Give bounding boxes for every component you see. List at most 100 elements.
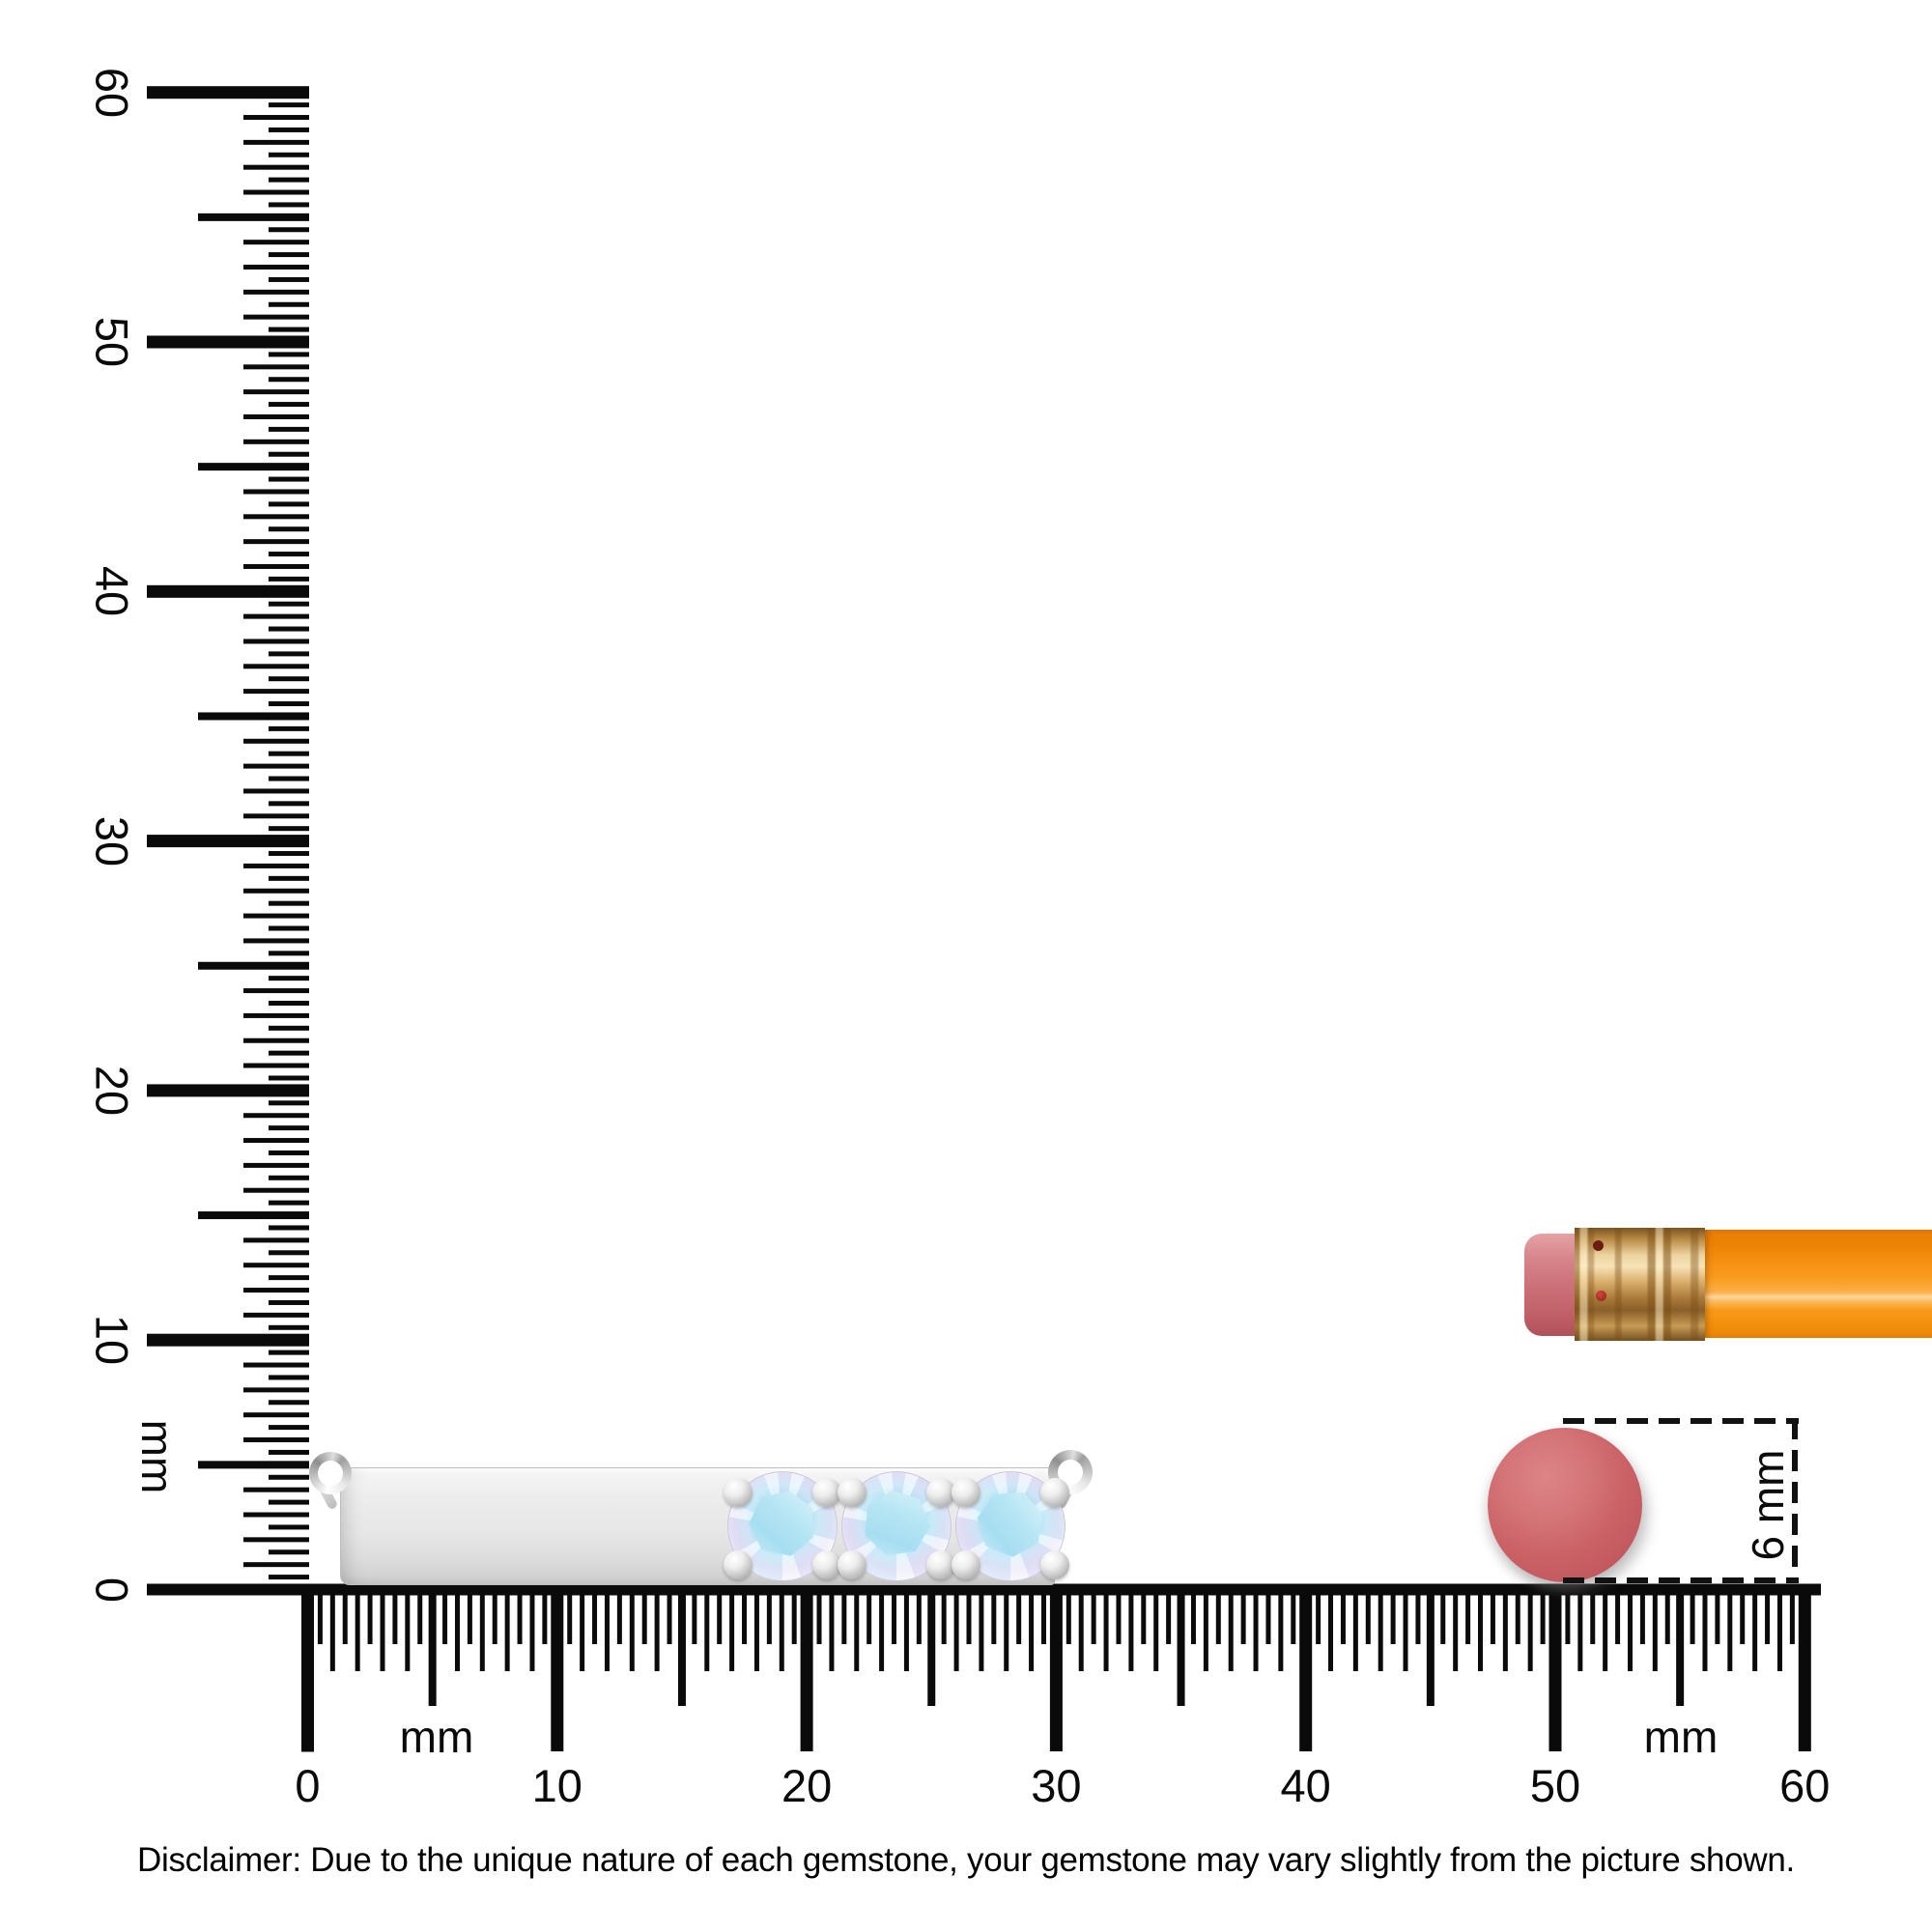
ruler-tick — [269, 1125, 309, 1131]
ruler-tick — [243, 788, 309, 794]
pendant-left-loop-hole — [318, 1461, 343, 1486]
ruler-tick — [1548, 1594, 1562, 1751]
ruler-tick — [1798, 1594, 1811, 1751]
ruler-tick — [269, 776, 309, 781]
ruler-tick — [269, 1050, 309, 1056]
ruler-tick — [1765, 1594, 1771, 1644]
v-ruler-label-40: 40 — [86, 566, 138, 617]
ruler-tick — [953, 1594, 959, 1671]
ruler-tick — [1278, 1594, 1284, 1671]
ruler-tick — [243, 1113, 309, 1119]
h-ruler-label-20: 20 — [781, 1760, 833, 1811]
v-ruler-label-30: 30 — [86, 815, 138, 867]
ruler-tick — [243, 938, 309, 944]
ruler-tick — [147, 584, 309, 598]
ruler-tick — [800, 1594, 813, 1751]
ruler-tick — [380, 1594, 385, 1671]
ruler-tick — [317, 1594, 323, 1644]
ruler-tick — [269, 276, 309, 282]
ruler-tick — [243, 539, 309, 545]
ruler-tick — [517, 1594, 523, 1644]
pencil-eraser — [1524, 1234, 1578, 1336]
ruler-tick — [243, 1362, 309, 1368]
ruler-tick — [641, 1594, 647, 1644]
gem-prong — [812, 1478, 841, 1507]
ruler-tick — [269, 851, 309, 857]
ruler-tick — [442, 1594, 448, 1644]
ruler-tick — [269, 1275, 309, 1281]
gem-prong — [838, 1550, 867, 1579]
ruler-tick — [1265, 1594, 1271, 1644]
measure-dash-top — [1563, 1418, 1799, 1424]
ruler-tick — [243, 389, 309, 395]
ruler-tick — [1740, 1594, 1746, 1644]
gem-prong — [1040, 1478, 1069, 1507]
ruler-tick — [966, 1594, 972, 1644]
ruler-tick — [269, 252, 309, 258]
ruler-tick — [243, 664, 309, 669]
ruler-tick — [580, 1594, 585, 1671]
eraser-top-circle — [1488, 1428, 1642, 1582]
ruler-tick — [492, 1594, 497, 1644]
ruler-tick — [243, 489, 309, 495]
ruler-tick — [1540, 1594, 1546, 1644]
ruler-tick — [1153, 1594, 1159, 1671]
ruler-tick — [243, 1162, 309, 1168]
ruler-tick — [243, 164, 309, 170]
h-ruler-label-10: 10 — [531, 1760, 582, 1811]
ruler-tick — [1527, 1594, 1533, 1671]
ruler-tick — [1091, 1594, 1096, 1644]
ruler-tick — [829, 1594, 835, 1671]
ruler-tick — [269, 751, 309, 756]
ruler-tick — [269, 327, 309, 332]
ruler-tick — [1603, 1594, 1608, 1671]
ruler-tick — [243, 1437, 309, 1443]
ruler-tick — [991, 1594, 997, 1644]
ruler-tick — [654, 1594, 660, 1671]
gem-prong — [812, 1550, 841, 1579]
ruler-tick — [1702, 1594, 1708, 1671]
v-ruler-label-60: 60 — [86, 67, 138, 118]
ruler-tick — [243, 1012, 309, 1018]
ruler-tick — [269, 476, 309, 482]
ruler-tick — [417, 1594, 423, 1644]
ruler-tick — [147, 335, 309, 349]
ruler-tick — [269, 701, 309, 707]
ruler-tick — [1141, 1594, 1147, 1644]
ruler-tick — [269, 1575, 309, 1580]
ruler-tick — [243, 1487, 309, 1492]
ruler-tick — [269, 925, 309, 931]
ruler-tick — [243, 115, 309, 121]
ruler-tick — [529, 1594, 535, 1671]
ruler-tick — [269, 1400, 309, 1406]
ruler-tick — [243, 289, 309, 295]
ruler-tick — [269, 202, 309, 208]
ruler-tick — [243, 240, 309, 245]
ruler-tick — [742, 1594, 748, 1644]
ruler-tick — [243, 439, 309, 444]
ruler-tick — [269, 1425, 309, 1431]
ruler-tick — [243, 265, 309, 270]
ruler-tick — [592, 1594, 598, 1644]
ruler-tick — [629, 1594, 635, 1671]
ruler-tick — [269, 227, 309, 233]
ruler-tick — [1078, 1594, 1084, 1671]
ruler-tick — [147, 835, 309, 848]
ruler-tick — [604, 1594, 610, 1671]
ruler-tick — [927, 1594, 936, 1706]
ruler-tick — [1577, 1594, 1583, 1671]
h-ruler-label-50: 50 — [1529, 1760, 1581, 1811]
gem-prong — [1040, 1550, 1069, 1579]
ruler-tick — [355, 1594, 360, 1671]
ruler-tick — [1215, 1594, 1221, 1644]
ruler-tick — [269, 826, 309, 832]
ruler-tick — [269, 801, 309, 807]
ruler-tick — [243, 1138, 309, 1144]
ruler-tick — [198, 213, 309, 221]
ruler-tick — [704, 1594, 710, 1671]
ruler-tick — [243, 863, 309, 868]
ruler-tick — [147, 86, 309, 99]
ruler-tick — [269, 102, 309, 108]
